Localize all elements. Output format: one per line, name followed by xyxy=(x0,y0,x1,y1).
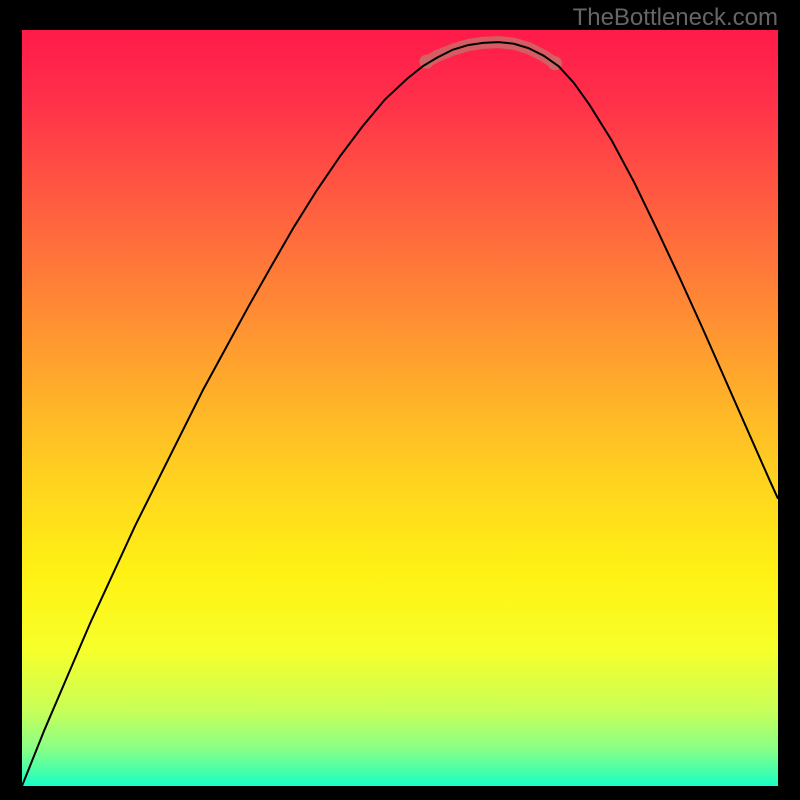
main-curve xyxy=(22,42,778,786)
chart-container: TheBottleneck.com xyxy=(0,0,800,800)
curve-layer xyxy=(22,30,778,786)
watermark-text: TheBottleneck.com xyxy=(573,4,778,32)
plot-area xyxy=(22,30,778,786)
